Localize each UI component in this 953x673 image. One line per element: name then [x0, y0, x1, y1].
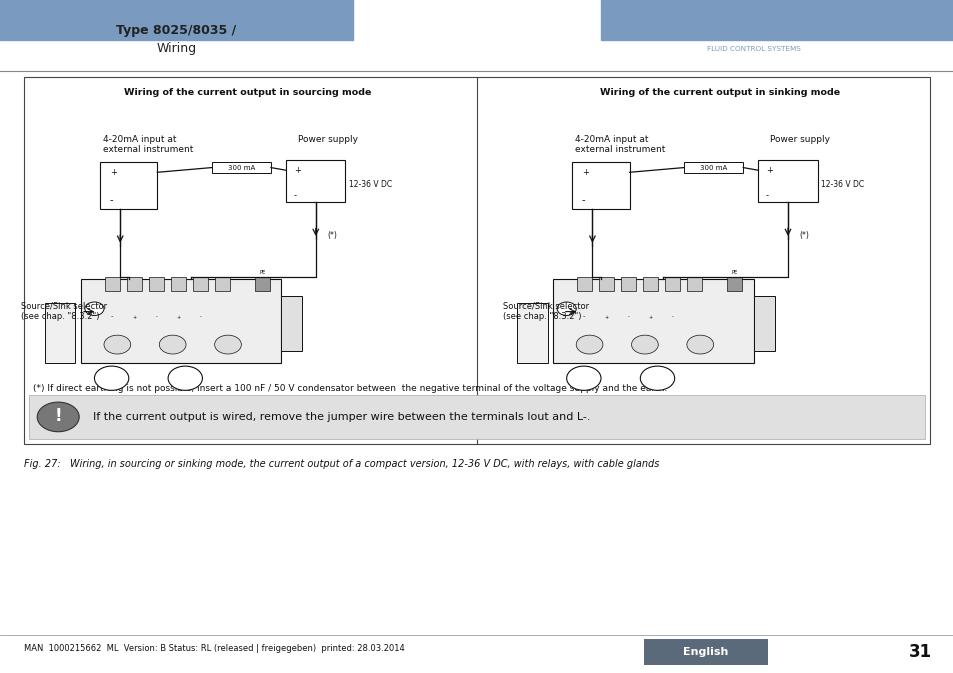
Bar — [214, 277, 230, 291]
Text: -: - — [581, 195, 585, 205]
Text: -: - — [155, 315, 157, 320]
Text: +: + — [604, 315, 608, 320]
Text: Wiring: Wiring — [156, 42, 196, 55]
Circle shape — [576, 335, 602, 354]
Text: Source/Sink selector
(see chap. "8.3.2"): Source/Sink selector (see chap. "8.3.2") — [502, 302, 588, 321]
Circle shape — [214, 335, 241, 354]
Bar — [100, 162, 157, 209]
Text: -: - — [671, 315, 673, 320]
Bar — [149, 277, 164, 291]
Bar — [45, 303, 75, 363]
Circle shape — [168, 366, 202, 390]
Bar — [29, 395, 924, 439]
Text: Wiring of the current output in sinking mode: Wiring of the current output in sinking … — [599, 87, 840, 97]
Text: Source/Sink selector
(see chap. "8.3.2"): Source/Sink selector (see chap. "8.3.2") — [21, 302, 107, 321]
Bar — [24, 77, 929, 444]
Bar — [664, 277, 679, 291]
Bar — [643, 639, 767, 665]
Bar — [600, 0, 953, 40]
Text: +: + — [294, 166, 300, 175]
Bar — [686, 277, 701, 291]
Text: 300 mA: 300 mA — [228, 165, 254, 170]
Text: -: - — [199, 315, 201, 320]
Text: 4-20mA input at
external instrument: 4-20mA input at external instrument — [575, 135, 665, 154]
Bar — [212, 162, 271, 173]
Circle shape — [557, 302, 576, 316]
Text: -: - — [765, 190, 768, 200]
Text: MAN  1000215662  ML  Version: B Status: RL (released | freigegeben)  printed: 28: MAN 1000215662 ML Version: B Status: RL … — [24, 643, 404, 653]
Text: 4-20mA input at
external instrument: 4-20mA input at external instrument — [103, 135, 193, 154]
Bar — [286, 160, 345, 202]
Circle shape — [686, 335, 713, 354]
Bar — [642, 277, 658, 291]
Bar — [758, 160, 817, 202]
Circle shape — [639, 366, 674, 390]
Text: -: - — [294, 190, 296, 200]
Bar — [598, 277, 614, 291]
Bar — [171, 277, 186, 291]
Circle shape — [37, 402, 79, 432]
Circle shape — [631, 335, 658, 354]
Text: English: English — [682, 647, 728, 657]
Text: 31: 31 — [908, 643, 931, 661]
Text: 300 mA: 300 mA — [700, 165, 726, 170]
Text: PE: PE — [731, 270, 737, 275]
Text: (*): (*) — [327, 231, 336, 240]
Text: burkert: burkert — [709, 18, 797, 38]
Text: PE: PE — [259, 270, 265, 275]
Text: 12-36 V DC: 12-36 V DC — [349, 180, 392, 189]
Text: +: + — [648, 315, 652, 320]
Text: (*): (*) — [799, 231, 808, 240]
Text: +: + — [581, 168, 588, 177]
Bar — [517, 303, 547, 363]
Bar — [753, 296, 774, 351]
Bar — [105, 277, 120, 291]
Bar — [127, 277, 142, 291]
Bar — [0, 0, 353, 40]
Bar — [726, 277, 741, 291]
Bar — [254, 277, 270, 291]
Text: FLUID CONTROL SYSTEMS: FLUID CONTROL SYSTEMS — [706, 46, 800, 52]
Bar — [193, 277, 208, 291]
Bar — [683, 162, 742, 173]
Text: Wiring of the current output in sourcing mode: Wiring of the current output in sourcing… — [124, 87, 372, 97]
Text: +: + — [176, 315, 180, 320]
Bar — [572, 162, 629, 209]
Text: --: -- — [582, 315, 586, 320]
Text: +: + — [132, 315, 136, 320]
Circle shape — [85, 302, 104, 316]
Text: Power supply: Power supply — [769, 135, 829, 144]
Bar — [81, 279, 281, 363]
Circle shape — [104, 335, 131, 354]
Bar — [281, 296, 302, 351]
Text: -: - — [110, 195, 113, 205]
Text: -: - — [627, 315, 629, 320]
Text: --: -- — [111, 315, 114, 320]
Text: +: + — [765, 166, 772, 175]
Circle shape — [566, 366, 600, 390]
Text: Type 8025/8035 /: Type 8025/8035 / — [116, 24, 236, 37]
Circle shape — [159, 335, 186, 354]
Circle shape — [94, 366, 129, 390]
Text: Fig. 27:   Wiring, in sourcing or sinking mode, the current output of a compact : Fig. 27: Wiring, in sourcing or sinking … — [24, 460, 659, 469]
Text: (*) If direct earthing is not possible, insert a 100 nF / 50 V condensator betwe: (*) If direct earthing is not possible, … — [33, 384, 667, 394]
Text: Power supply: Power supply — [297, 135, 357, 144]
Text: 12-36 V DC: 12-36 V DC — [821, 180, 863, 189]
Bar — [620, 277, 636, 291]
Bar — [553, 279, 753, 363]
Text: If the current output is wired, remove the jumper wire between the terminals Iou: If the current output is wired, remove t… — [92, 412, 589, 422]
Text: !: ! — [54, 407, 62, 425]
Text: +: + — [110, 168, 116, 177]
Bar — [577, 277, 592, 291]
